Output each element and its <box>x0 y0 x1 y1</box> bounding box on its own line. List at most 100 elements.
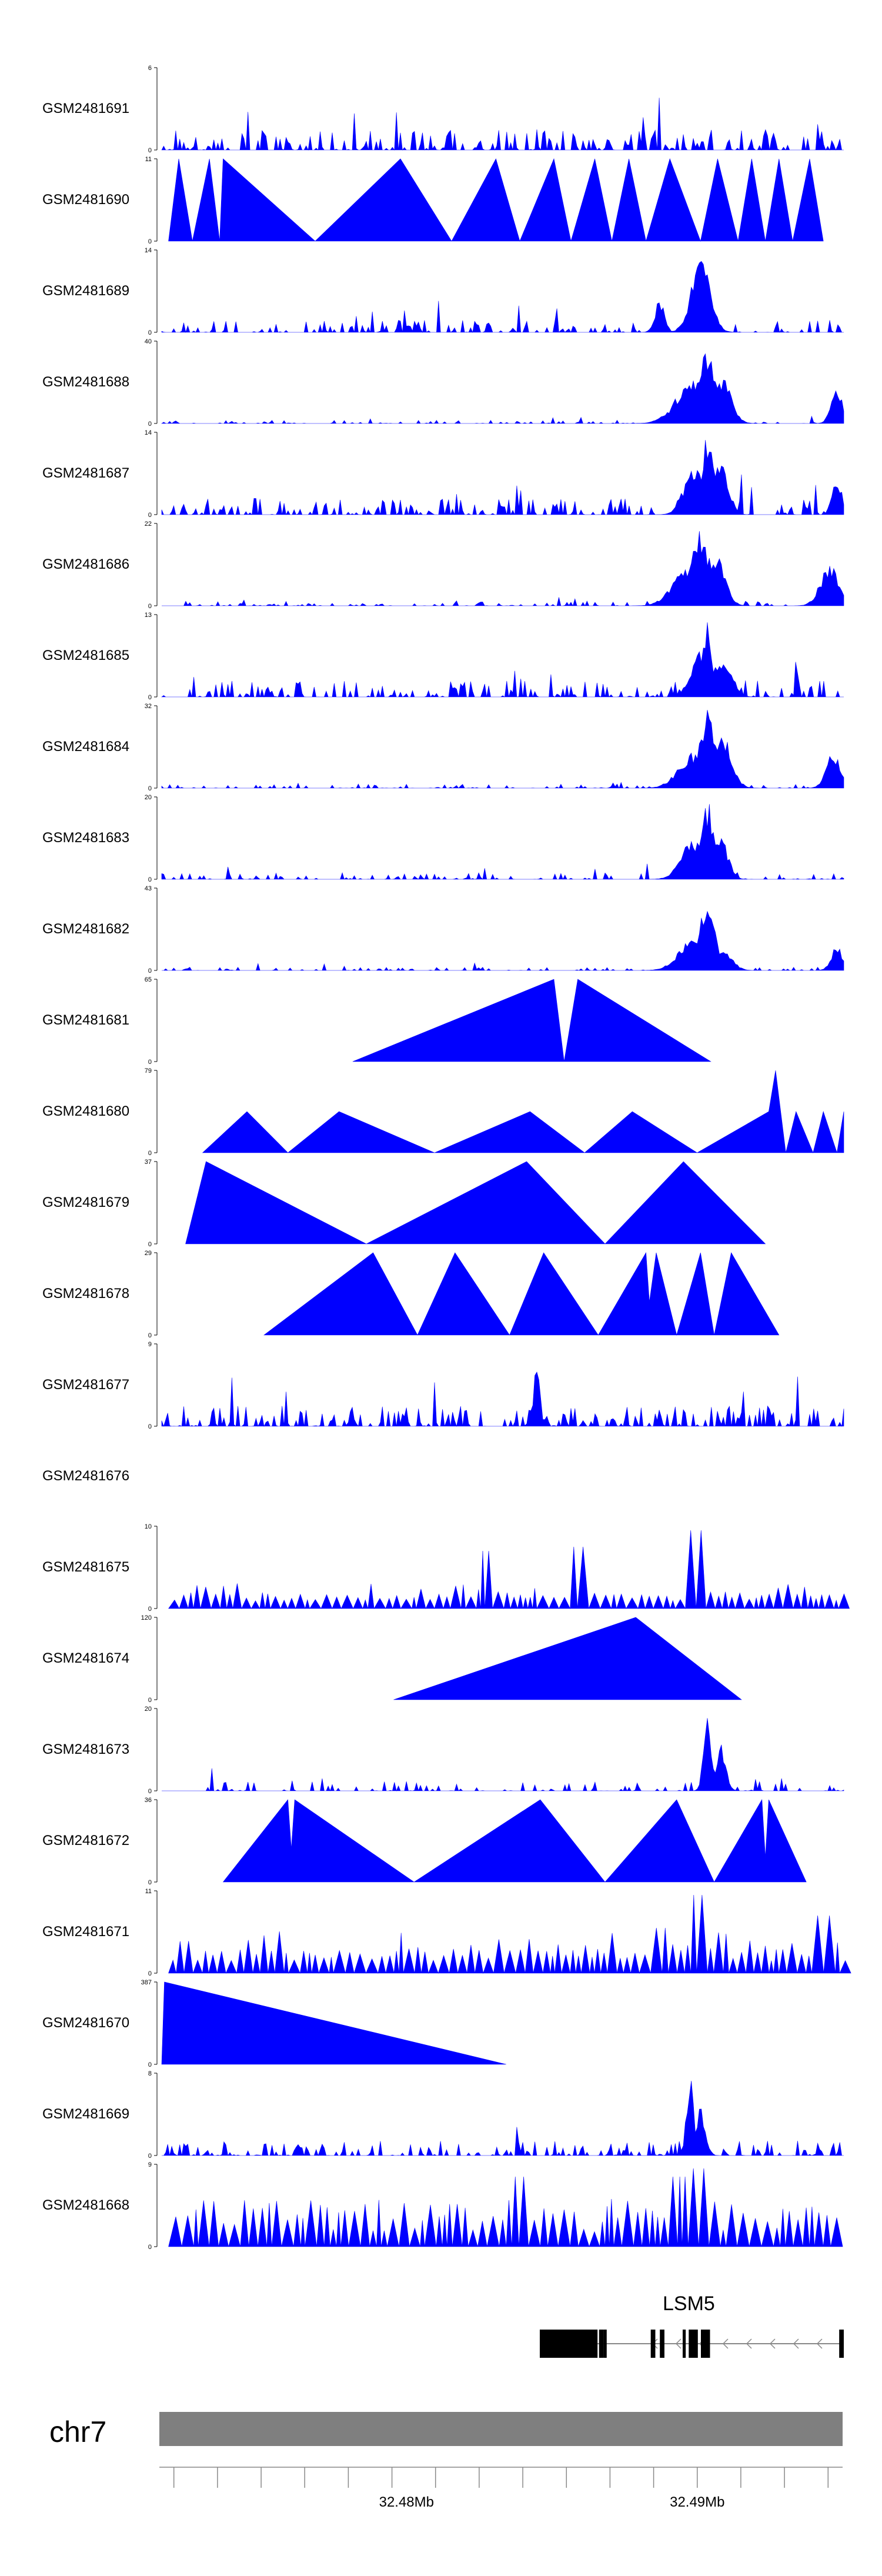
coverage-area <box>202 1070 844 1153</box>
y-tick-min-label: 0 <box>148 2061 152 2068</box>
y-tick-min-label: 0 <box>148 785 152 792</box>
y-tick-max-label: 29 <box>145 1250 152 1257</box>
y-tick-max-label: 11 <box>145 1888 152 1895</box>
track-label: GSM2481684 <box>42 739 129 755</box>
track-label: GSM2481685 <box>42 648 129 663</box>
y-tick-max-label: 36 <box>145 1797 152 1804</box>
track-label: GSM2481677 <box>42 1377 129 1393</box>
strand-arrow-icon <box>675 2338 681 2349</box>
y-tick-max-label: 120 <box>141 1614 152 1621</box>
coverage-area <box>352 979 711 1062</box>
y-tick-max-label: 20 <box>145 1706 152 1713</box>
track-label: GSM2481681 <box>42 1012 129 1028</box>
track-GSM2481676: GSM2481676 <box>42 1468 129 1484</box>
coverage-area <box>161 98 844 151</box>
gene-annotation-track: LSM5 <box>540 2293 844 2358</box>
track-GSM2481678: GSM2481678 29 0 <box>42 1250 780 1339</box>
gene-exon <box>603 2330 607 2358</box>
track-label: GSM2481687 <box>42 465 129 481</box>
y-tick-min-label: 0 <box>148 1150 152 1157</box>
y-tick-max-label: 9 <box>148 1341 152 1348</box>
track-label: GSM2481678 <box>42 1286 129 1302</box>
track-GSM2481679: GSM2481679 37 0 <box>42 1159 766 1248</box>
y-tick-min-label: 0 <box>148 876 152 883</box>
track-GSM2481672: GSM2481672 36 0 <box>42 1797 807 1886</box>
y-tick-min-label: 0 <box>148 1606 152 1613</box>
coverage-area <box>168 1894 851 1974</box>
x-axis-tick-label: 32.49Mb <box>670 2494 724 2510</box>
y-tick-min-label: 0 <box>148 967 152 975</box>
track-label: GSM2481674 <box>42 1650 129 1666</box>
y-tick-min-label: 0 <box>148 694 152 701</box>
track-GSM2481668: GSM2481668 9 0 <box>42 2161 843 2251</box>
track-label: GSM2481690 <box>42 192 129 208</box>
coverage-area <box>161 440 844 516</box>
gene-label-lsm5: LSM5 <box>663 2293 715 2315</box>
coverage-area <box>161 1981 506 2065</box>
track-GSM2481680: GSM2481680 79 0 <box>42 1067 844 1157</box>
track-GSM2481691: GSM2481691 6 0 <box>42 65 844 154</box>
y-tick-max-label: 8 <box>148 2070 152 2077</box>
coverage-area <box>161 261 844 333</box>
gene-exon <box>839 2330 844 2358</box>
y-tick-min-label: 0 <box>148 1332 152 1339</box>
track-GSM2481686: GSM2481686 22 0 <box>42 520 844 610</box>
y-tick-max-label: 20 <box>145 794 152 801</box>
gene-exon <box>701 2330 710 2358</box>
strand-arrow-icon <box>769 2338 776 2349</box>
strand-arrow-icon <box>793 2338 799 2349</box>
track-label: GSM2481673 <box>42 1741 129 1757</box>
track-label: GSM2481671 <box>42 1924 129 1940</box>
coverage-area <box>161 804 844 880</box>
track-label: GSM2481669 <box>42 2106 129 2122</box>
track-GSM2481675: GSM2481675 10 0 <box>42 1523 850 1613</box>
track-GSM2481669: GSM2481669 8 0 <box>42 2070 844 2160</box>
gene-exon <box>660 2330 664 2358</box>
chromosome-axis: chr7 32.48Mb 32.49Mb <box>49 2412 843 2510</box>
track-label: GSM2481672 <box>42 1833 129 1848</box>
y-tick-min-label: 0 <box>148 1059 152 1066</box>
track-GSM2481677: GSM2481677 9 0 <box>42 1341 844 1430</box>
track-GSM2481674: GSM2481674 120 0 <box>42 1614 742 1704</box>
gene-exon <box>650 2330 656 2358</box>
y-tick-max-label: 40 <box>145 338 152 345</box>
coverage-area <box>168 2168 843 2247</box>
coverage-area <box>162 2081 844 2157</box>
gene-exon <box>599 2330 604 2358</box>
coverage-area <box>162 910 844 971</box>
track-label: GSM2481686 <box>42 556 129 572</box>
strand-arrow-icon <box>816 2338 823 2349</box>
track-GSM2481689: GSM2481689 14 0 <box>42 247 844 336</box>
coverage-area <box>162 1718 844 1792</box>
track-label: GSM2481668 <box>42 2197 129 2213</box>
coverage-area <box>222 1798 807 1883</box>
y-tick-min-label: 0 <box>148 2153 152 2160</box>
track-label: GSM2481679 <box>42 1194 129 1210</box>
track-label: GSM2481675 <box>42 1559 129 1575</box>
y-tick-min-label: 0 <box>148 1241 152 1248</box>
y-tick-max-label: 32 <box>145 703 152 710</box>
track-GSM2481683: GSM2481683 20 0 <box>42 794 844 883</box>
y-tick-min-label: 0 <box>148 603 152 610</box>
y-tick-max-label: 11 <box>145 156 152 163</box>
track-label: GSM2481688 <box>42 374 129 390</box>
track-GSM2481671: GSM2481671 11 0 <box>42 1888 851 1977</box>
track-label: GSM2481689 <box>42 283 129 299</box>
y-tick-max-label: 9 <box>148 2161 152 2168</box>
coverage-area <box>162 531 844 606</box>
coverage-tracks: GSM248169160GSM2481690110GSM2481689140GS… <box>42 65 851 2251</box>
y-tick-min-label: 0 <box>148 1697 152 1704</box>
y-tick-max-label: 65 <box>145 976 152 983</box>
chromosome-bar <box>159 2412 843 2446</box>
track-label: GSM2481680 <box>42 1103 129 1119</box>
track-label: GSM2481670 <box>42 2015 129 2031</box>
track-GSM2481688: GSM2481688 40 0 <box>42 338 844 428</box>
y-tick-max-label: 22 <box>145 520 152 528</box>
y-tick-min-label: 0 <box>148 1788 152 1795</box>
track-label: GSM2481683 <box>42 830 129 846</box>
y-tick-min-label: 0 <box>148 512 152 519</box>
y-tick-max-label: 14 <box>145 429 152 436</box>
strand-arrow-icon <box>722 2338 729 2349</box>
coverage-area <box>263 1252 780 1336</box>
